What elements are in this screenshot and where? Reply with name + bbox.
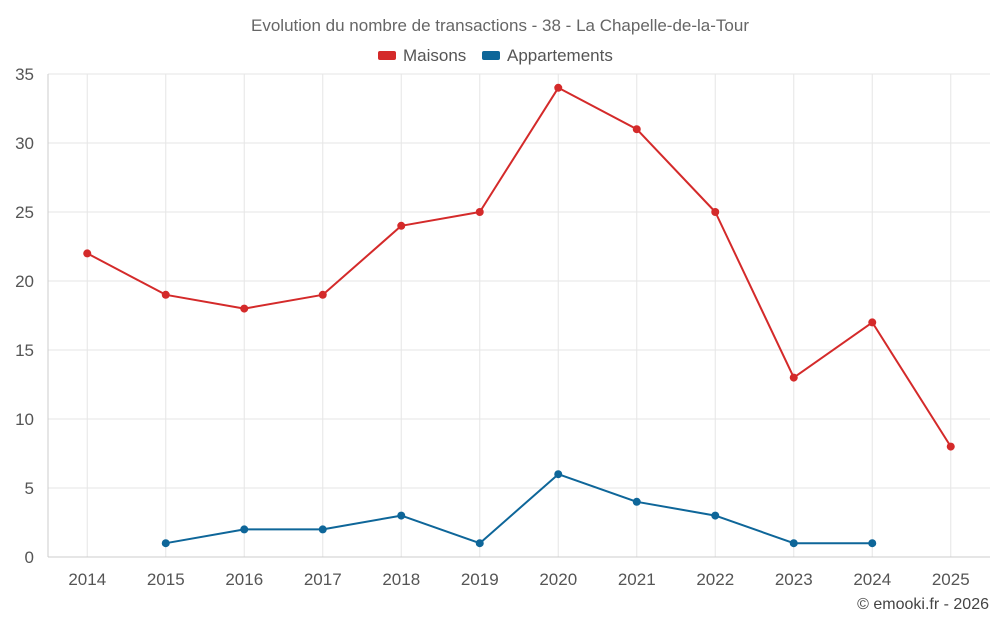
data-point-maisons-2024[interactable] — [868, 318, 877, 327]
data-point-maisons-2025[interactable] — [946, 442, 955, 451]
legend-item-maisons[interactable]: Maisons — [378, 46, 466, 65]
x-tick-label: 2015 — [147, 570, 185, 589]
data-point-maisons-2015[interactable] — [161, 290, 170, 299]
data-point-appartements-2021[interactable] — [632, 497, 641, 506]
legend-item-appartements[interactable]: Appartements — [482, 46, 613, 65]
data-point-maisons-2014[interactable] — [83, 249, 92, 258]
y-tick-label: 35 — [15, 65, 34, 84]
y-tick-label: 0 — [25, 548, 34, 567]
x-tick-label: 2023 — [775, 570, 813, 589]
data-point-appartements-2024[interactable] — [868, 539, 877, 548]
data-point-maisons-2017[interactable] — [318, 290, 327, 299]
data-point-maisons-2018[interactable] — [397, 221, 406, 230]
legend-label-maisons: Maisons — [403, 46, 466, 65]
series-line-appartements — [165, 473, 873, 545]
data-point-appartements-2016[interactable] — [240, 525, 249, 534]
series — [83, 83, 955, 548]
data-point-appartements-2017[interactable] — [318, 525, 327, 534]
x-tick-label: 2022 — [696, 570, 734, 589]
series-line-maisons — [86, 86, 952, 448]
data-point-maisons-2022[interactable] — [711, 208, 720, 216]
y-tick-label: 30 — [15, 134, 34, 153]
data-point-appartements-2022[interactable] — [711, 511, 720, 520]
x-tick-label: 2017 — [304, 570, 342, 589]
series-maisons — [83, 83, 955, 451]
series-appartements — [161, 470, 877, 548]
data-point-appartements-2018[interactable] — [397, 511, 406, 520]
data-point-maisons-2023[interactable] — [789, 373, 798, 382]
data-point-maisons-2019[interactable] — [475, 208, 484, 216]
legend-swatch-maisons — [378, 51, 396, 60]
y-tick-label: 10 — [15, 410, 34, 429]
credit-text: © emooki.fr - 2026 — [857, 596, 989, 613]
x-tick-label: 2024 — [853, 570, 891, 589]
data-point-appartements-2015[interactable] — [161, 539, 170, 548]
legend-swatch-appartements — [482, 51, 500, 60]
data-point-appartements-2020[interactable] — [554, 470, 563, 479]
x-tick-label: 2018 — [382, 570, 420, 589]
data-point-appartements-2023[interactable] — [789, 539, 798, 548]
y-tick-label: 5 — [25, 479, 34, 498]
x-tick-label: 2020 — [539, 570, 577, 589]
x-tick-label: 2021 — [618, 570, 656, 589]
x-tick-label: 2014 — [68, 570, 106, 589]
x-tick-label: 2019 — [461, 570, 499, 589]
legend-label-appartements: Appartements — [507, 46, 613, 65]
data-point-maisons-2020[interactable] — [554, 83, 563, 92]
data-point-maisons-2021[interactable] — [632, 125, 641, 134]
legend: Maisons Appartements — [378, 46, 613, 65]
y-tick-label: 20 — [15, 272, 34, 291]
x-tick-label: 2025 — [932, 570, 970, 589]
data-point-maisons-2016[interactable] — [240, 304, 249, 313]
x-tick-label: 2016 — [225, 570, 263, 589]
data-point-appartements-2019[interactable] — [475, 539, 484, 548]
chart-title: Evolution du nombre de transactions - 38… — [251, 16, 749, 35]
grid — [48, 73, 990, 557]
y-tick-label: 15 — [15, 341, 34, 360]
y-tick-label: 25 — [15, 203, 34, 222]
